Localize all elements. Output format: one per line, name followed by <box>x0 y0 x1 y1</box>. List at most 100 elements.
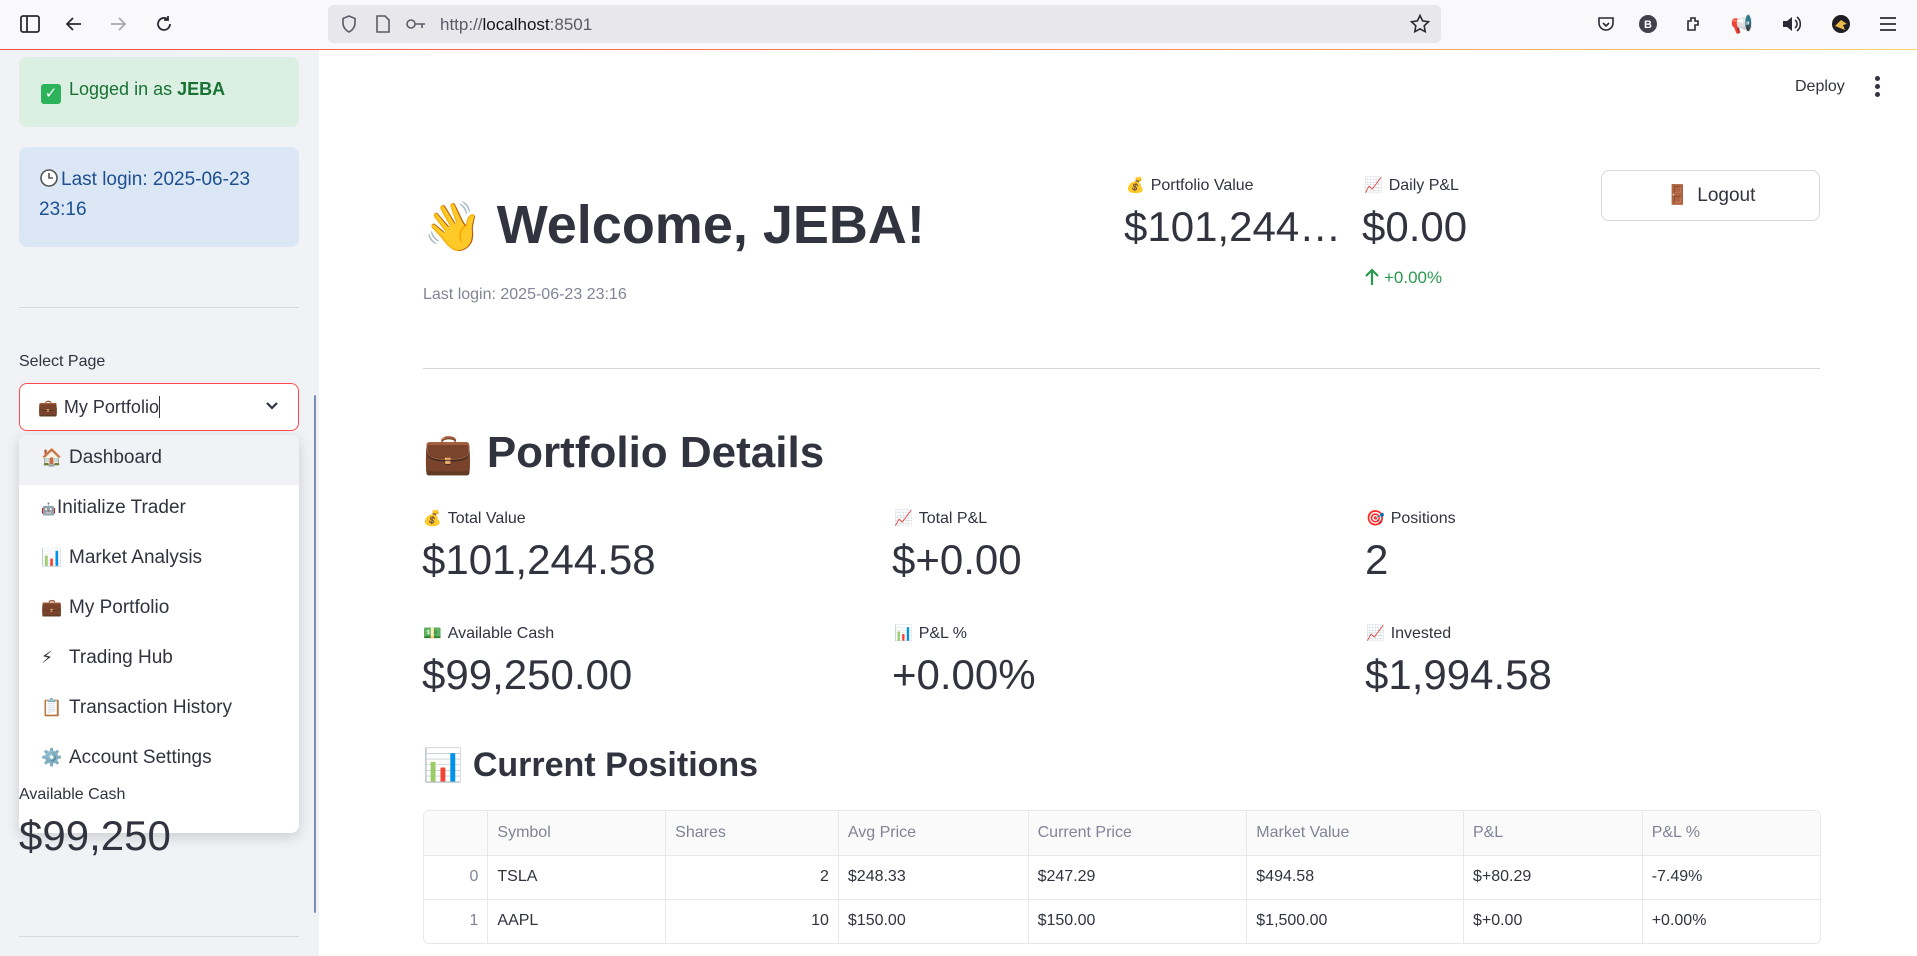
delta-text: +0.00% <box>1384 268 1443 287</box>
sidebar-scrollbar[interactable] <box>314 395 316 913</box>
check-icon: ✓ <box>41 84 61 104</box>
metric-label-text: Total Value <box>447 510 526 527</box>
reload-icon[interactable] <box>150 10 178 38</box>
key-icon[interactable] <box>406 14 426 34</box>
clipboard-icon: 📋 <box>41 698 63 717</box>
daily-pnl-value: $0.00 <box>1362 203 1468 250</box>
column-header-index[interactable] <box>424 811 489 856</box>
metric-label-text: Available Cash <box>447 625 555 642</box>
extension-bird-icon[interactable] <box>1827 10 1855 38</box>
forward-icon[interactable] <box>104 10 132 38</box>
daily-pnl-delta: +0.00% <box>1364 268 1442 288</box>
sidebar-divider <box>19 307 299 308</box>
pnl-percent-value: +0.00% <box>892 651 1036 698</box>
door-icon: 🚪 <box>1665 185 1690 206</box>
url-host: localhost <box>482 15 550 34</box>
briefcase-icon: 💼 <box>423 432 473 476</box>
table-cell[interactable]: -7.49% <box>1642 855 1820 900</box>
table-cell[interactable]: $150.00 <box>1028 899 1248 943</box>
menu-item-transaction-history[interactable]: 📋 Transaction History <box>19 685 299 735</box>
daily-pnl-label: 📈 Daily P&L <box>1364 176 1459 195</box>
table-cell[interactable]: +0.00% <box>1651 912 1707 930</box>
page-icon <box>373 14 393 34</box>
heading-text: Portfolio Details <box>486 428 825 477</box>
profile-b-icon[interactable]: B <box>1634 10 1662 38</box>
header-last-login: Last login: 2025-06-23 23:16 <box>423 286 627 303</box>
menu-item-label: My Portfolio <box>69 597 170 618</box>
menu-item-account-settings[interactable]: ⚙️ Account Settings <box>19 735 299 785</box>
deploy-button[interactable]: Deploy <box>1795 78 1845 95</box>
table-cell[interactable]: $1,500.00 <box>1246 899 1464 943</box>
url-bar[interactable]: http://localhost:8501 <box>328 5 1441 43</box>
column-header-avg-price[interactable]: Avg Price <box>838 811 1029 856</box>
column-header-symbol[interactable]: Symbol <box>487 811 667 856</box>
logged-in-prefix: Logged in as <box>69 79 178 99</box>
menu-item-dashboard[interactable]: 🏠 Dashboard <box>19 435 299 485</box>
megaphone-icon[interactable]: 📢 <box>1730 13 1754 34</box>
positions-table[interactable]: Symbol Shares Avg Price Current Price Ma… <box>423 810 1821 944</box>
menu-item-initialize-trader[interactable]: 🤖Initialize Trader <box>19 485 299 535</box>
logout-label: Logout <box>1697 185 1756 206</box>
table-cell[interactable]: 2 <box>665 855 839 900</box>
table-cell[interactable]: TSLA <box>487 855 667 900</box>
column-header-pnl-percent[interactable]: P&L % <box>1642 811 1820 856</box>
menu-item-label: Trading Hub <box>69 647 173 668</box>
extensions-icon[interactable] <box>1680 10 1708 38</box>
table-cell[interactable]: $150.00 <box>838 899 1029 943</box>
sidebar: ✓ Logged in as JEBA Last login: 2025-06-2… <box>0 50 319 956</box>
menu-item-market-analysis[interactable]: 📊 Market Analysis <box>19 535 299 585</box>
column-header-market-value[interactable]: Market Value <box>1246 811 1464 856</box>
sidebar-toggle-icon[interactable] <box>16 10 44 38</box>
pocket-icon[interactable] <box>1592 10 1620 38</box>
shield-icon[interactable] <box>339 14 359 34</box>
menu-item-label: Dashboard <box>69 447 162 468</box>
table-cell[interactable]: 1 <box>424 899 489 943</box>
table-cell[interactable]: $247.29 <box>1028 855 1248 900</box>
portfolio-value-label: 💰 Portfolio Value <box>1126 176 1254 195</box>
table-cell[interactable]: $+80.29 <box>1463 855 1643 900</box>
main-divider <box>423 368 1820 369</box>
last-login-text: Last login: 2025-06-23 23:16 <box>39 169 251 220</box>
column-header-current-price[interactable]: Current Price <box>1028 811 1248 856</box>
url-port: :8501 <box>549 15 593 34</box>
kebab-menu-icon[interactable] <box>1871 76 1883 98</box>
sidebar-cash-label: Available Cash <box>19 786 126 803</box>
table-cell[interactable]: AAPL <box>487 899 667 943</box>
url-text[interactable]: http://localhost:8501 <box>440 15 592 35</box>
metric-label-text: Total P&L <box>918 510 988 527</box>
table-cell[interactable]: 10 <box>665 899 839 943</box>
column-header-pnl[interactable]: P&L <box>1463 811 1643 856</box>
logged-in-user: JEBA <box>177 79 226 99</box>
table-cell[interactable]: $+0.00 <box>1463 899 1643 943</box>
bookmark-star-icon[interactable] <box>1410 14 1430 34</box>
table-header-row: Symbol Shares Avg Price Current Price Ma… <box>424 811 1820 856</box>
back-icon[interactable] <box>60 10 88 38</box>
logout-button[interactable]: 🚪 Logout <box>1601 170 1820 221</box>
page-select[interactable]: 💼 My Portfolio <box>19 383 299 431</box>
menu-item-my-portfolio[interactable]: 💼 My Portfolio <box>19 585 299 635</box>
table-cell[interactable]: 0 <box>424 855 489 900</box>
menu-item-label: Market Analysis <box>69 547 203 568</box>
sidebar-divider <box>19 936 299 937</box>
menu-item-trading-hub[interactable]: ⚡ Trading Hub <box>19 635 299 685</box>
app-menu-icon[interactable] <box>1874 10 1902 38</box>
briefcase-icon: 💼 <box>41 598 63 617</box>
table-row[interactable]: 0 TSLA 2 $248.33 $247.29 $494.58 $+80.29… <box>424 855 1820 900</box>
table-cell[interactable]: $248.33 <box>838 855 1029 900</box>
column-header-shares[interactable]: Shares <box>665 811 839 856</box>
positions-value: 2 <box>1365 536 1389 583</box>
available-cash-label: 💵 Available Cash <box>423 624 554 643</box>
speaker-icon[interactable] <box>1777 10 1805 38</box>
menu-item-label: Transaction History <box>69 697 232 718</box>
house-icon: 🏠 <box>41 448 63 467</box>
chart-up-icon: 📈 <box>894 510 913 527</box>
chevron-down-icon[interactable] <box>262 396 282 416</box>
briefcase-icon: 💼 <box>38 400 58 417</box>
svg-text:B: B <box>1644 19 1652 31</box>
gear-icon: ⚙️ <box>41 748 63 767</box>
table-row[interactable]: 1 AAPL 10 $150.00 $150.00 $1,500.00 $+0.… <box>424 899 1820 943</box>
url-scheme: http:// <box>440 15 483 34</box>
table-cell[interactable]: $494.58 <box>1246 855 1464 900</box>
page-select-value: My Portfolio <box>63 397 159 417</box>
page-select-dropdown: 🏠 Dashboard 🤖Initialize Trader 📊 Market An… <box>19 435 299 833</box>
